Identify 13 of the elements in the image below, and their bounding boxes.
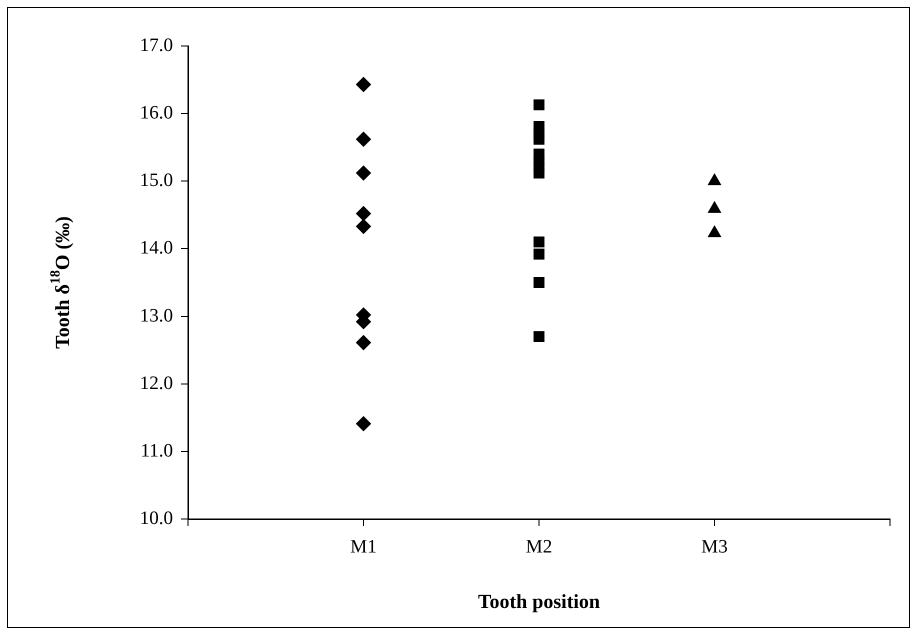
y-tick-label: 11.0 xyxy=(140,440,173,462)
y-tick-label: 16.0 xyxy=(140,102,173,124)
y-tick-label: 17.0 xyxy=(140,34,173,56)
x-tick-label: M1 xyxy=(350,536,377,558)
y-axis-title: Tooth δ18O (‰) xyxy=(48,216,74,349)
x-tick-label: M2 xyxy=(526,536,552,558)
y-tick-label: 14.0 xyxy=(140,238,173,259)
x-axis-title: Tooth position xyxy=(478,591,600,614)
y-tick-label: 12.0 xyxy=(140,372,173,394)
x-tick-label: M3 xyxy=(701,536,728,558)
y-tick-label: 10.0 xyxy=(140,508,173,529)
y-tick-label: 15.0 xyxy=(140,170,173,192)
y-tick-label: 13.0 xyxy=(140,305,173,326)
